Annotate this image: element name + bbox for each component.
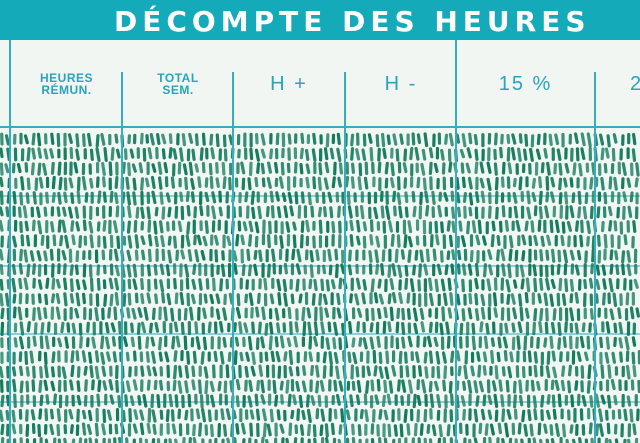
column-divider	[232, 72, 234, 443]
column-label: H +	[270, 72, 308, 95]
column-header-15-percent: 15 %	[457, 40, 594, 128]
column-divider	[455, 40, 457, 443]
column-header-h-plus: H +	[234, 40, 344, 128]
column-header-partial-right: 2	[596, 40, 640, 128]
column-label-line2: SEM.	[162, 83, 194, 97]
column-header-row	[0, 40, 640, 128]
column-label: 2	[630, 72, 640, 95]
column-header-h-minus: H -	[346, 40, 456, 128]
column-header-heures-remun: HEURES RÉMUN.	[11, 40, 122, 128]
column-label: H -	[384, 72, 418, 95]
column-label-line1: HEURES	[39, 71, 93, 85]
column-divider	[9, 40, 11, 443]
column-label: 15 %	[498, 72, 553, 95]
column-header-total-sem: TOTAL SEM.	[123, 40, 233, 128]
column-label-line2: RÉMUN.	[41, 83, 92, 97]
column-label-line1: TOTAL	[157, 71, 199, 85]
page-title: DÉCOMPTE DES HEURES	[114, 5, 591, 38]
title-banner: DÉCOMPTE DES HEURES	[0, 0, 640, 40]
header-bottom-rule	[0, 126, 640, 128]
column-divider	[594, 72, 596, 443]
column-divider	[121, 72, 123, 443]
column-divider	[344, 72, 346, 443]
tally-marks	[0, 132, 640, 443]
